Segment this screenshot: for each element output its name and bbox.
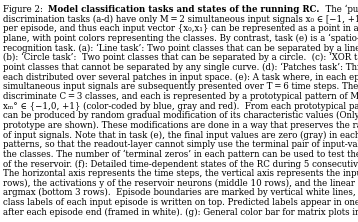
- Text: class labels of each input episode is written on top. Predicted labels appear in: class labels of each input episode is wr…: [3, 198, 358, 207]
- Text: Figure 2:: Figure 2:: [3, 5, 48, 14]
- Text: patterns, so that the readout-layer cannot simply use the terminal pair of input: patterns, so that the readout-layer cann…: [3, 140, 358, 149]
- Text: simultaneous input signals are subsequently presented over T = 6 time steps. The: simultaneous input signals are subsequen…: [3, 82, 358, 91]
- Text: plane, with point colors representing the classes. By contrast, task (e) is a ‘s: plane, with point colors representing th…: [3, 34, 358, 43]
- Text: discrimination tasks (a-d) have only M = 2 simultaneous input signals x₀ ∈ [−1, : discrimination tasks (a-d) have only M =…: [3, 15, 358, 24]
- Text: prototype are shown). These modifications are done in a way that preserves the r: prototype are shown). These modification…: [3, 121, 358, 130]
- Text: argmax (bottom 3 rows).  Episode boundaries are marked by vertical white lines, : argmax (bottom 3 rows). Episode boundari…: [3, 188, 358, 198]
- Text: each distributed over several patches in input space. (e): A task where, in each: each distributed over several patches in…: [3, 72, 358, 82]
- Text: discriminate C = 3 classes, and each is represented by a prototypical pattern of: discriminate C = 3 classes, and each is …: [3, 92, 358, 101]
- Text: of input signals. Note that in task (e), the final input values are zero (gray) : of input signals. Note that in task (e),…: [3, 131, 358, 140]
- Text: rows), the activations y of the reservoir neurons (middle 10 rows), and the line: rows), the activations y of the reservoi…: [3, 179, 358, 188]
- Text: (b): ‘Circle task’:  Two point classes that can be separated by a circle.  (c): : (b): ‘Circle task’: Two point classes th…: [3, 53, 358, 63]
- Text: xₘ° ∈ {−1,0, +1} (color-coded by blue, gray and red).  From each prototypical pa: xₘ° ∈ {−1,0, +1} (color-coded by blue, g…: [3, 101, 358, 111]
- Text: the classes. The number of ‘terminal zeros’ in each pattern can be used to test : the classes. The number of ‘terminal zer…: [3, 150, 358, 159]
- Text: can be produced by random gradual modification of its characteristic values (Onl: can be produced by random gradual modifi…: [3, 111, 358, 120]
- Text: point classes that cannot be separated by any single curve. (d): ‘Patches task’:: point classes that cannot be separated b…: [3, 63, 358, 72]
- Text: recognition task. (a): ‘Line task’: Two point classes that can be separated by a: recognition task. (a): ‘Line task’: Two …: [3, 44, 358, 53]
- Text: Model classification tasks and states of the running RC.: Model classification tasks and states of…: [48, 5, 320, 14]
- Text: of the reservoir. (f): Detailed time-dependent states of the RC during 5 consecu: of the reservoir. (f): Detailed time-dep…: [3, 159, 358, 168]
- Text: The horizontal axis represents the time steps, the vertical axis represents the : The horizontal axis represents the time …: [3, 169, 358, 178]
- Text: per episode, and thus each input vector {x₀,x₁} can be represented as a point in: per episode, and thus each input vector …: [3, 24, 358, 33]
- Text: The ‘purely spatial’: The ‘purely spatial’: [320, 5, 358, 14]
- Text: after each episode end (framed in white). (g): General color bar for matrix plot: after each episode end (framed in white)…: [3, 208, 358, 217]
